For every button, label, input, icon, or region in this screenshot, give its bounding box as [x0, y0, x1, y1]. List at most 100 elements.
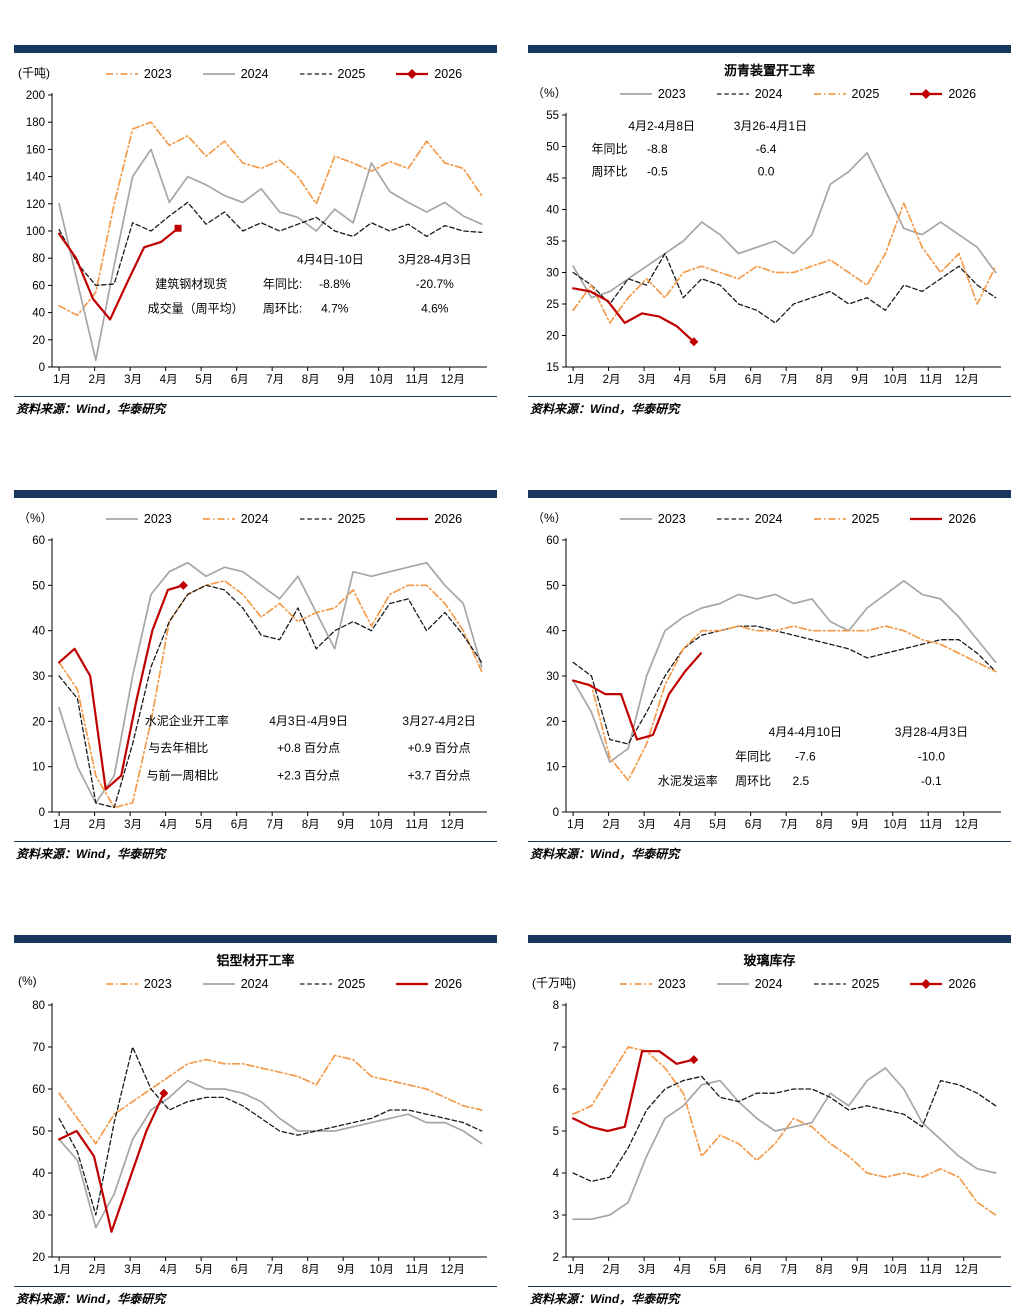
x-tick-label: 12月	[441, 819, 465, 831]
legend-solid-line-icon	[396, 982, 429, 986]
source-note: 资料来源：Wind，华泰研究	[528, 1286, 1011, 1307]
source-note: 资料来源：Wind，华泰研究	[528, 841, 1011, 862]
x-tick-label: 11月	[919, 819, 942, 831]
chart-header-row: (千万吨) 2023 2024 2025 2026	[528, 971, 1011, 997]
x-tick-label: 9月	[337, 1264, 355, 1276]
y-tick-label: 140	[26, 172, 45, 184]
x-tick-label: 12月	[441, 374, 465, 386]
source-note: 资料来源：Wind，华泰研究	[14, 1286, 497, 1307]
legend-item-2024: 2024	[716, 512, 783, 526]
legend-label: 2025	[851, 512, 880, 526]
legend-label: 2026	[434, 977, 463, 991]
y-tick-label: 0	[553, 807, 559, 819]
x-tick-label: 2月	[603, 374, 621, 386]
x-tick-label: 11月	[405, 374, 428, 386]
y-tick-label: 0	[39, 807, 45, 819]
annotation-text: 年同比	[591, 142, 627, 156]
legend-item-2025: 2025	[813, 512, 880, 526]
annotation-text: 成交量（周平均）	[148, 301, 244, 316]
line-chart-steel-spot-volume: 0 20 40 60 80 100 120 140 160 180 200 1月 2月 3月 4月 5月 6月 7…	[26, 90, 487, 386]
chart-legend: 2023 2024 2025 2026	[528, 87, 1011, 101]
legend-item-2025: 2025	[813, 977, 879, 991]
line-chart-asphalt-utilization: 15 20 25 30 35 40 45 50 55 1月 2月 3月 4月 5月 6月 7月 8月 9月 10月 1…	[546, 110, 1001, 386]
legend-item-2024: 2024	[202, 67, 269, 81]
series-line-2026	[58, 227, 180, 321]
y-tick-label: 20	[32, 1252, 45, 1264]
annotation-text: +0.8 百分点	[277, 741, 340, 755]
x-tick-label: 7月	[266, 819, 284, 831]
annotation-text: 年同比	[735, 749, 771, 763]
annotation-text: -20.7%	[416, 277, 454, 291]
x-tick-label: 11月	[405, 819, 428, 831]
y-tick-label: 20	[32, 716, 45, 728]
legend-dashdot-line-icon	[202, 518, 235, 520]
legend-label: 2024	[240, 512, 269, 526]
legend-dashdot-line-icon	[813, 518, 846, 520]
chart-legend: 2023 2024 2025 2026	[528, 977, 1011, 991]
annotation-text: -8.8	[647, 142, 668, 156]
y-tick-label: 70	[32, 1042, 45, 1054]
source-note: 资料来源：Wind，华泰研究	[14, 841, 497, 862]
annotation-text: -8.8%	[319, 277, 351, 291]
x-tick-label: 1月	[567, 819, 585, 831]
source-note: 资料来源：Wind，华泰研究	[528, 396, 1011, 417]
annotation-text: 与前一周相比	[146, 767, 218, 782]
legend-label: 2026	[434, 512, 463, 526]
legend-solid-line-icon	[910, 89, 943, 99]
x-tick-label: 9月	[851, 374, 869, 386]
legend-label: 2026	[948, 977, 977, 991]
line-chart-cement-shipment-rate: 0 10 20 30 40 50 60 1月 2月 3月 4月 5月 6月 7月 8月 9月 10月 11月 12月…	[546, 535, 1001, 831]
y-tick-label: 40	[546, 205, 559, 217]
x-tick-label: 12月	[955, 819, 979, 831]
diamond-marker-icon	[921, 979, 932, 989]
x-tick-label: 3月	[638, 819, 656, 831]
x-tick-label: 8月	[302, 1264, 320, 1276]
annotation-text: 建筑钢材现货	[155, 276, 227, 291]
chart-plot-area: 15 20 25 30 35 40 45 50 55 1月 2月 3月 4月 5月 6月 7月 8月 9月 10月 1…	[528, 107, 1011, 394]
panel-header-bar	[528, 490, 1011, 498]
legend-dashdot-line-icon	[619, 983, 652, 985]
series-line-2026	[58, 1092, 165, 1233]
x-tick-label: 3月	[638, 374, 656, 386]
legend-item-2025: 2025	[299, 67, 365, 81]
x-tick-label: 9月	[851, 819, 869, 831]
legend-dashdot-line-icon	[813, 93, 846, 95]
annotation-text: 周环比:	[263, 302, 302, 316]
y-tick-label: 8	[553, 1000, 559, 1012]
legend-solid-line-icon	[619, 518, 652, 520]
legend-item-2023: 2023	[619, 977, 686, 991]
chart-panel-steel-spot-volume: (千吨) 2023 2024 2025 2026 0 20 40 60 80 100 120 140 16…	[14, 45, 497, 416]
series-line-2024	[58, 1079, 483, 1229]
y-tick-label: 10	[32, 762, 45, 774]
x-tick-label: 11月	[919, 374, 942, 386]
x-tick-label: 6月	[745, 1264, 763, 1276]
x-tick-label: 8月	[302, 374, 320, 386]
legend-label: 2025	[337, 512, 366, 526]
chart-panel-glass-inventory: 玻璃库存 (千万吨) 2023 2024 2025 2026 2 3 4 5 6 7 8 1月 2月 3月 4月…	[528, 935, 1011, 1306]
chart-header-row: （%） 2023 2024 2025 2026	[14, 506, 497, 532]
legend-dashed-line-icon	[813, 983, 846, 985]
x-tick-label: 4月	[160, 819, 178, 831]
annotation-text: 2.5	[793, 774, 810, 788]
x-tick-label: 4月	[674, 1264, 692, 1276]
legend-solid-line-icon	[396, 69, 429, 79]
legend-label: 2023	[657, 977, 686, 991]
legend-item-2023: 2023	[105, 977, 172, 991]
x-tick-label: 10月	[370, 819, 394, 831]
legend-solid-line-icon	[910, 979, 943, 989]
axis-unit-label: （%）	[532, 86, 567, 100]
annotation-text: 周环比	[735, 774, 771, 788]
legend-label: 2023	[143, 977, 172, 991]
legend-label: 2026	[434, 67, 463, 81]
x-tick-label: 4月	[160, 1264, 178, 1276]
y-tick-label: 10	[546, 762, 559, 774]
square-end-marker-icon	[174, 224, 182, 232]
series-line-2024	[572, 252, 997, 324]
chart-plot-area: 2 3 4 5 6 7 8 1月 2月 3月 4月 5月 6月 7月 8月 9月 10月 11月 12月	[528, 997, 1011, 1284]
legend-item-2024: 2024	[202, 512, 269, 526]
chart-plot-area: 20 30 40 50 60 70 80 1月 2月 3月 4月 5月 6月 7月 8月 9月 10月 11月 12…	[14, 997, 497, 1284]
chart-legend: 2023 2024 2025 2026	[528, 512, 1011, 526]
legend-dashed-line-icon	[716, 93, 749, 95]
axis-unit-label: (千吨)	[18, 66, 50, 80]
diamond-end-marker-icon	[159, 1088, 169, 1098]
